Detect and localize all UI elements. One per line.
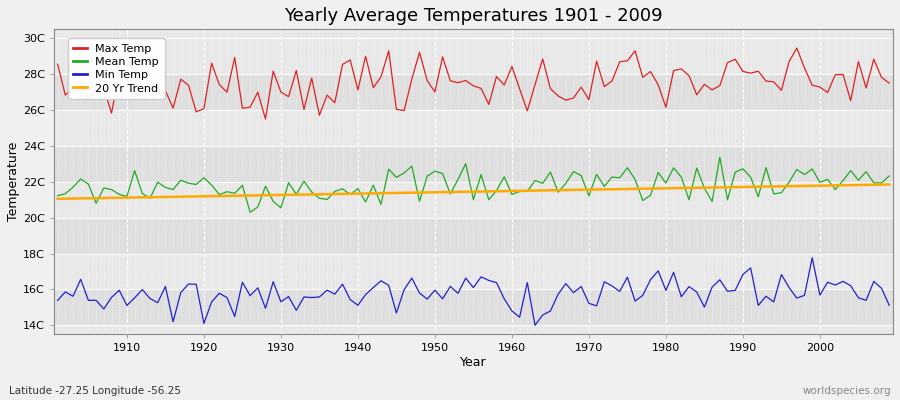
Bar bbox=[54, 74, 893, 110]
Bar bbox=[54, 110, 893, 146]
Bar bbox=[54, 218, 893, 254]
Text: Latitude -27.25 Longitude -56.25: Latitude -27.25 Longitude -56.25 bbox=[9, 386, 181, 396]
Bar bbox=[54, 38, 893, 74]
Bar bbox=[54, 146, 893, 182]
X-axis label: Year: Year bbox=[460, 356, 487, 369]
Legend: Max Temp, Mean Temp, Min Temp, 20 Yr Trend: Max Temp, Mean Temp, Min Temp, 20 Yr Tre… bbox=[68, 38, 165, 99]
Title: Yearly Average Temperatures 1901 - 2009: Yearly Average Temperatures 1901 - 2009 bbox=[284, 7, 662, 25]
Bar bbox=[54, 254, 893, 290]
Bar bbox=[54, 182, 893, 218]
Bar bbox=[54, 290, 893, 325]
Text: worldspecies.org: worldspecies.org bbox=[803, 386, 891, 396]
Y-axis label: Temperature: Temperature bbox=[7, 142, 20, 222]
